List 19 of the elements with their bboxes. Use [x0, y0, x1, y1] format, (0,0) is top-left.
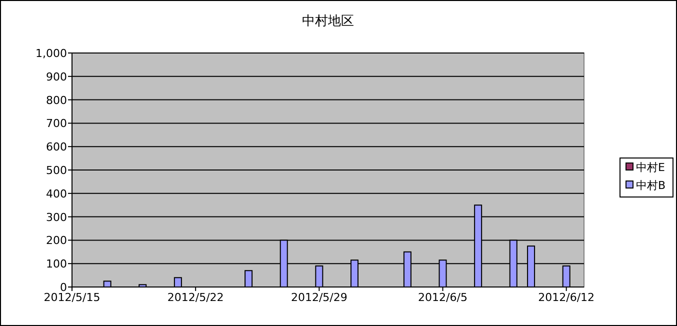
y-tick-label: 700: [46, 117, 67, 130]
chart-title: 中村地区: [302, 14, 354, 29]
legend-label: 中村B: [636, 179, 666, 192]
y-tick-label: 600: [46, 140, 67, 154]
y-tick-label: 400: [46, 187, 67, 200]
x-tick-label: 2012/5/15: [44, 291, 100, 304]
y-tick-label: 200: [46, 234, 67, 248]
x-tick-label: 2012/6/12: [538, 291, 595, 304]
x-tick-label: 2012/6/5: [418, 291, 468, 304]
y-tick-label: 100: [46, 258, 67, 271]
x-tick-label: 2012/5/22: [167, 291, 224, 304]
y-tick-label: 900: [46, 70, 67, 84]
x-tick-label: 2012/5/29: [290, 291, 348, 304]
y-tick-label: 0: [60, 281, 67, 294]
y-tick-label: 500: [46, 164, 67, 177]
y-tick-label: 1,000: [36, 47, 67, 60]
y-tick-label: 800: [46, 94, 67, 107]
y-tick-label: 300: [46, 210, 67, 224]
legend-label: 中村E: [636, 161, 665, 174]
